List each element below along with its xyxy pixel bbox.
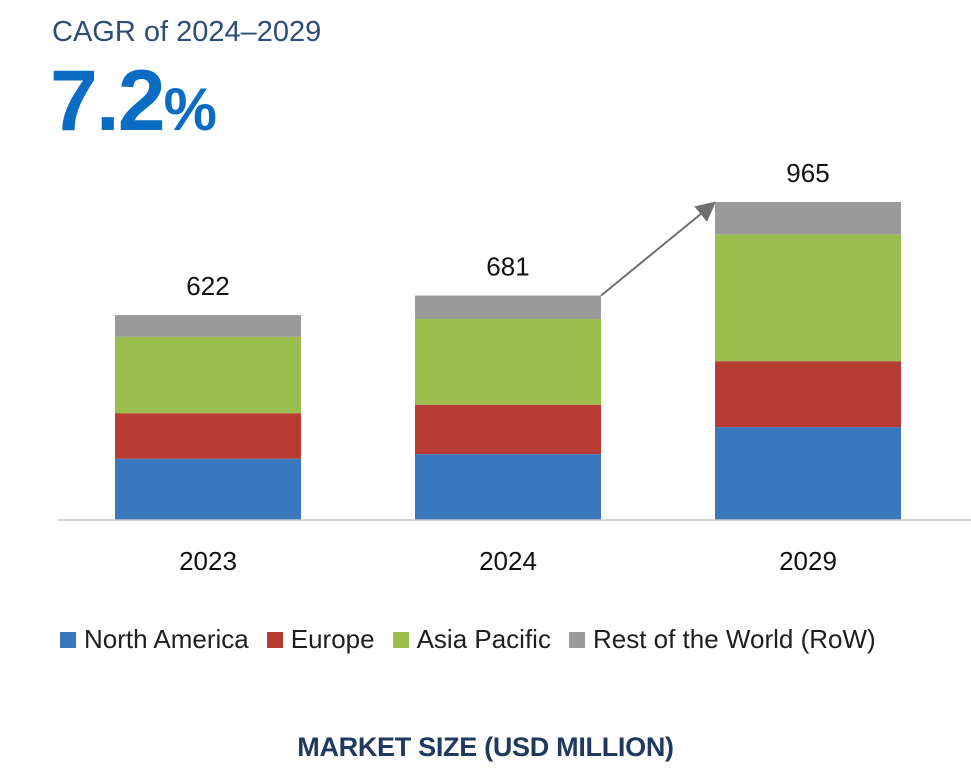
bar-segment-2024-asia-pacific bbox=[415, 319, 601, 405]
legend-item-asia-pacific: Asia Pacific bbox=[392, 624, 551, 655]
legend-swatch-north-america bbox=[60, 631, 76, 648]
total-label-2023: 622 bbox=[186, 271, 229, 301]
category-label-2024: 2024 bbox=[479, 546, 537, 576]
cagr-number: 7.2 bbox=[50, 53, 166, 149]
total-label-2029: 965 bbox=[786, 158, 829, 188]
bar-segment-2024-rest-of-the-world-row bbox=[415, 295, 601, 319]
x-axis-title: MARKET SIZE (USD MILLION) bbox=[297, 732, 674, 762]
legend-item-rest-of-world: Rest of the World (RoW) bbox=[568, 624, 876, 655]
legend-item-north-america: North America bbox=[60, 624, 249, 655]
legend: North America Europe Asia Pacific Rest o… bbox=[60, 624, 894, 655]
category-label-2029: 2029 bbox=[779, 546, 837, 576]
legend-swatch-rest-of-world bbox=[568, 631, 585, 648]
bar-segment-2023-rest-of-the-world-row bbox=[115, 315, 301, 337]
cagr-value: 7.2% bbox=[50, 58, 217, 144]
bar-segment-2029-europe bbox=[715, 361, 901, 428]
cagr-label: CAGR of 2024–2029 bbox=[52, 16, 322, 48]
legend-label-asia-pacific: Asia Pacific bbox=[416, 624, 551, 654]
total-label-2024: 681 bbox=[486, 252, 529, 282]
bar-segment-2023-europe bbox=[115, 413, 301, 459]
legend-swatch-asia-pacific bbox=[392, 631, 409, 648]
legend-label-rest-of-world: Rest of the World (RoW) bbox=[592, 624, 876, 654]
bar-segment-2029-north-america bbox=[715, 427, 901, 520]
bar-segment-2023-asia-pacific bbox=[115, 336, 301, 414]
bar-segment-2023-north-america bbox=[115, 458, 301, 520]
bar-segment-2024-europe bbox=[415, 404, 601, 455]
legend-item-europe: Europe bbox=[266, 624, 375, 655]
legend-label-north-america: North America bbox=[84, 624, 249, 654]
cagr-unit: % bbox=[163, 76, 217, 143]
bar-segment-2029-rest-of-the-world-row bbox=[715, 202, 901, 235]
legend-swatch-europe bbox=[266, 631, 283, 648]
category-label-2023: 2023 bbox=[179, 546, 237, 576]
growth-arrow bbox=[600, 201, 717, 297]
bar-segment-2029-asia-pacific bbox=[715, 234, 901, 362]
bar-segment-2024-north-america bbox=[415, 454, 601, 520]
legend-label-europe: Europe bbox=[290, 624, 375, 654]
